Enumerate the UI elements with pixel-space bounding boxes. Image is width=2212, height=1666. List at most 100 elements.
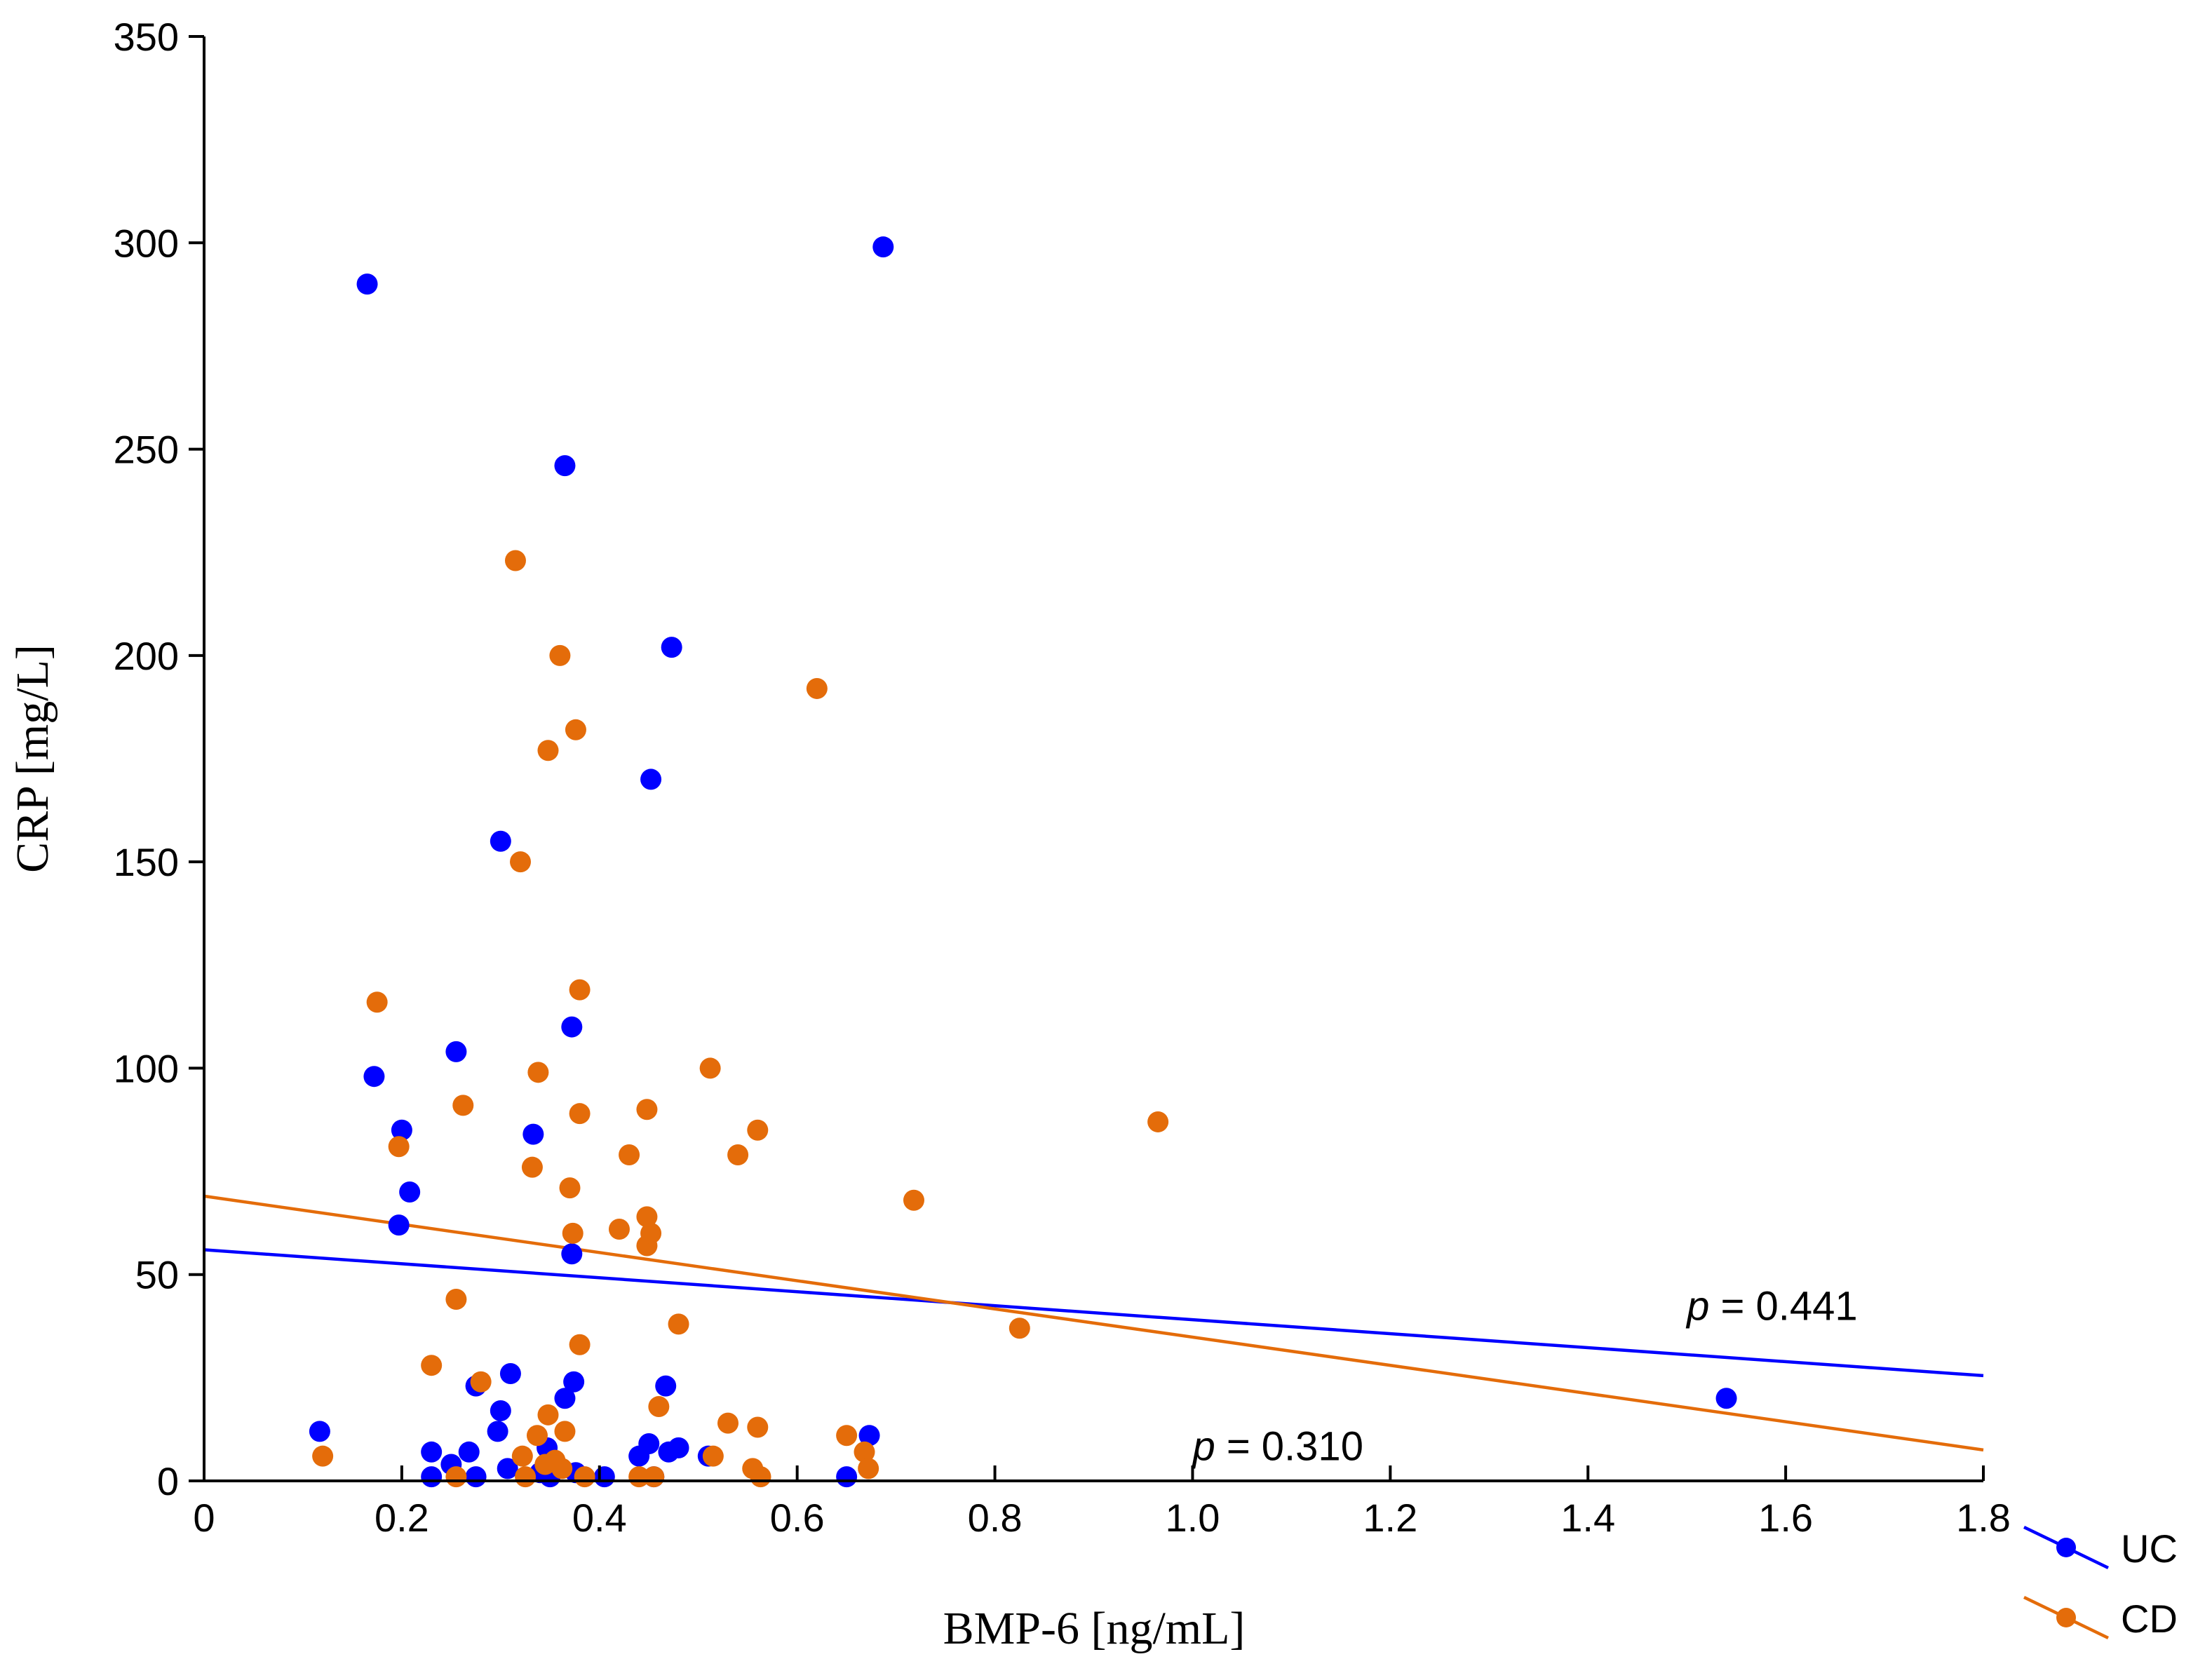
cd-point [510, 851, 532, 873]
cd-regression-line [203, 1194, 1984, 1452]
cd-point [526, 1425, 548, 1447]
y-tick-label: 200 [114, 634, 179, 678]
cd-point [636, 1099, 658, 1120]
cd-point [537, 740, 559, 761]
uc-point [388, 1214, 410, 1236]
cd-point [569, 1103, 591, 1125]
cd-point [858, 1458, 879, 1479]
cd-point [619, 1144, 640, 1166]
x-tick-label: 0.2 [375, 1496, 429, 1540]
cd-point [521, 1156, 543, 1178]
cd-point [549, 644, 571, 666]
x-tick-label: 0.8 [968, 1496, 1023, 1540]
legend-cd-label: CD [2121, 1597, 2178, 1641]
x-tick-label: 1.8 [1956, 1496, 2011, 1540]
uc-p-symbol: p [1685, 1283, 1709, 1329]
cd-point [452, 1095, 474, 1116]
uc-point [655, 1375, 677, 1397]
uc-point [399, 1181, 421, 1203]
uc-p-value-label: p = 0.441 [1685, 1283, 1858, 1329]
uc-point [593, 1466, 615, 1488]
uc-point [522, 1123, 544, 1145]
uc-point [638, 1433, 660, 1455]
y-tick-label: 350 [114, 15, 179, 59]
uc-point [421, 1466, 443, 1488]
x-tick-label: 1.4 [1560, 1496, 1615, 1540]
uc-point [561, 1016, 583, 1038]
cd-point [903, 1189, 924, 1211]
cd-point [699, 1057, 721, 1079]
legend: UC CD [2023, 1525, 2178, 1641]
uc-point [499, 1362, 521, 1384]
cd-point [511, 1445, 533, 1467]
cd-point [470, 1371, 492, 1393]
tick-labels: 0 0.2 0.4 0.6 0.8 1.0 1.2 1.4 1.6 1.8 0 50 100 150 200… [114, 15, 2011, 1540]
cd-point [445, 1466, 467, 1488]
cd-point [366, 991, 388, 1013]
cd-point [562, 1222, 584, 1244]
cd-point [554, 1421, 576, 1442]
uc-point [1715, 1388, 1737, 1409]
x-tick-label: 0.6 [770, 1496, 825, 1540]
data-points [309, 236, 1737, 1488]
cd-point [421, 1355, 443, 1376]
cd-point [504, 550, 526, 571]
uc-point [872, 236, 894, 258]
uc-point [309, 1421, 330, 1442]
x-tick-label: 1.2 [1363, 1496, 1417, 1540]
y-tick-label: 250 [114, 428, 179, 472]
cd-p-value: = 0.310 [1215, 1424, 1363, 1470]
uc-point [561, 1243, 583, 1265]
regression-lines [203, 1194, 1984, 1452]
x-tick-label: 1.0 [1166, 1496, 1220, 1540]
uc-point [836, 1466, 858, 1488]
uc-point [458, 1441, 480, 1463]
uc-point [490, 830, 511, 852]
x-axis-title: BMP-6 [ng/mL] [943, 1603, 1246, 1654]
uc-point [363, 1066, 385, 1088]
uc-point [497, 1458, 518, 1479]
uc-point [421, 1441, 443, 1463]
uc-p-value: = 0.441 [1709, 1283, 1857, 1329]
cd-point [806, 677, 828, 699]
legend-uc-marker [2056, 1538, 2076, 1557]
cd-point [569, 1334, 591, 1355]
cd-point [636, 1206, 658, 1228]
uc-point [490, 1400, 511, 1421]
y-axis-title: CRP [mg/L] [7, 644, 58, 873]
cd-point [668, 1313, 689, 1335]
cd-point [702, 1445, 724, 1467]
uc-point [858, 1425, 880, 1447]
x-tick-label: 0 [193, 1496, 215, 1540]
uc-point [554, 1388, 576, 1409]
uc-point [563, 1371, 585, 1393]
cd-point [1009, 1318, 1030, 1339]
x-tick-label: 0.4 [572, 1496, 627, 1540]
cd-point [854, 1441, 875, 1463]
y-tick-label: 50 [135, 1253, 179, 1297]
cd-point [648, 1396, 670, 1418]
uc-point [668, 1437, 689, 1458]
cd-point [574, 1466, 595, 1488]
uc-point [661, 637, 682, 658]
cd-point [643, 1466, 665, 1488]
cd-point [747, 1416, 769, 1438]
cd-point [747, 1119, 769, 1141]
cd-point [750, 1466, 771, 1488]
uc-point [356, 273, 378, 295]
cd-point [569, 979, 591, 1001]
uc-regression-line [203, 1248, 1984, 1378]
cd-point [515, 1466, 537, 1488]
cd-p-value-label: p = 0.310 [1191, 1424, 1363, 1470]
cd-point [727, 1144, 749, 1166]
cd-point [527, 1062, 549, 1083]
cd-point [388, 1136, 410, 1158]
uc-point [554, 455, 576, 477]
y-tick-label: 0 [157, 1459, 179, 1503]
cd-point [717, 1412, 739, 1434]
y-tick-label: 100 [114, 1046, 179, 1090]
cd-point [445, 1289, 467, 1311]
y-tick-label: 300 [114, 221, 179, 265]
